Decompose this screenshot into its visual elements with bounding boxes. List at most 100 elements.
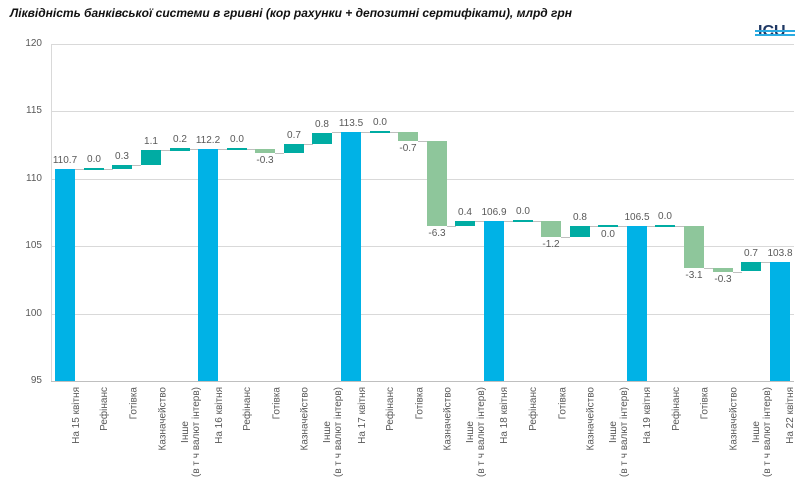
bar-value-label: 113.5 [338, 118, 364, 129]
connector-line [75, 169, 84, 170]
connector-line [390, 132, 399, 133]
x-axis-label: Готівка [699, 387, 710, 420]
y-axis-label: 110 [26, 173, 42, 184]
bar-value-label: 0.7 [744, 248, 758, 259]
bar-value-label: 0.0 [230, 134, 244, 145]
waterfall-total-bar [770, 262, 790, 381]
waterfall-delta-bar [741, 262, 761, 271]
bar-value-label: 0.8 [573, 212, 587, 223]
waterfall-delta-bar [713, 268, 733, 272]
bar-value-label: -0.3 [256, 155, 274, 166]
connector-line [161, 150, 170, 151]
y-axis-line [51, 44, 52, 381]
connector-line [447, 226, 456, 227]
bar-value-label: 110.7 [52, 155, 78, 166]
bar-value-label: 0.0 [601, 229, 615, 240]
bar-value-label: -1.2 [542, 239, 560, 250]
bar-value-label: -0.7 [399, 143, 417, 154]
connector-line [561, 237, 570, 238]
waterfall-delta-bar [141, 150, 161, 165]
x-axis-label: Казначейство [442, 387, 453, 451]
x-axis-label: Готівка [128, 387, 139, 420]
x-axis-label: Готівка [414, 387, 425, 420]
y-axis-label: 100 [25, 308, 42, 319]
waterfall-total-bar [627, 226, 647, 381]
connector-line [704, 268, 713, 269]
waterfall-total-bar [198, 149, 218, 381]
connector-line [761, 262, 770, 263]
bar-value-label: 0.2 [173, 134, 187, 145]
connector-line [590, 226, 599, 227]
bar-value-label: -0.3 [714, 274, 732, 285]
x-axis-label: Казначейство [157, 387, 168, 451]
connector-line [190, 149, 199, 150]
y-axis-label: 95 [30, 375, 42, 386]
chart-title: Ліквідність банківської системи в гривні… [10, 6, 573, 20]
connector-line [247, 149, 256, 150]
bar-value-label: 103.8 [767, 248, 793, 259]
waterfall-delta-bar [170, 148, 190, 151]
x-axis-label: На 18 квітня [499, 387, 510, 444]
x-axis-label: На 17 квітня [357, 387, 368, 444]
x-axis-label: Інше (в т ч валют інтерв) [465, 387, 487, 477]
connector-line [618, 226, 627, 227]
x-axis-label: Рефінанс [671, 387, 682, 431]
x-axis-label: Казначейство [585, 387, 596, 451]
waterfall-delta-bar [312, 133, 332, 144]
waterfall-delta-bar [112, 165, 132, 169]
waterfall-delta-bar [655, 225, 675, 227]
icu-logo-stripe-icon [755, 30, 795, 32]
x-axis-label: Інше (в т ч валют інтерв) [180, 387, 202, 477]
waterfall-delta-bar [398, 132, 418, 141]
icu-logo: ICU [755, 23, 795, 41]
gridline [51, 111, 794, 112]
bar-value-label: 106.9 [481, 207, 507, 218]
x-axis-label: Рефінанс [99, 387, 110, 431]
waterfall-delta-bar [455, 221, 475, 226]
waterfall-delta-bar [598, 225, 618, 227]
connector-line [304, 144, 313, 145]
waterfall-delta-bar [427, 141, 447, 226]
y-axis-label: 115 [26, 105, 42, 116]
connector-line [675, 226, 684, 227]
x-axis-line [51, 381, 794, 382]
connector-line [733, 272, 742, 273]
bar-value-label: 106.5 [624, 212, 650, 223]
x-axis-label: Рефінанс [528, 387, 539, 431]
waterfall-delta-bar [513, 220, 533, 222]
bar-value-label: 112.2 [195, 135, 221, 146]
gridline [51, 179, 794, 180]
bar-value-label: 0.0 [516, 206, 530, 217]
icu-logo-stripe-icon [755, 34, 795, 36]
x-axis-label: На 16 квітня [214, 387, 225, 444]
connector-line [332, 132, 341, 133]
waterfall-delta-bar [255, 149, 275, 153]
waterfall-delta-bar [227, 148, 247, 150]
x-axis-label: Рефінанс [385, 387, 396, 431]
waterfall-total-bar [341, 132, 361, 381]
gridline [51, 246, 794, 247]
waterfall-total-bar [484, 221, 504, 381]
connector-line [504, 221, 513, 222]
connector-line [275, 153, 284, 154]
waterfall-delta-bar [570, 226, 590, 237]
x-axis-label: На 15 квітня [71, 387, 82, 444]
bar-value-label: 0.0 [658, 211, 672, 222]
bar-value-label: 0.0 [373, 117, 387, 128]
connector-line [418, 141, 427, 142]
bar-value-label: -6.3 [428, 228, 446, 239]
connector-line [218, 149, 227, 150]
x-axis-label: Рефінанс [242, 387, 253, 431]
y-axis-label: 105 [25, 240, 42, 251]
bar-value-label: 0.8 [315, 119, 329, 130]
waterfall-delta-bar [284, 144, 304, 153]
waterfall-delta-bar [684, 226, 704, 268]
gridline [51, 44, 794, 45]
waterfall-delta-bar [370, 131, 390, 133]
bar-value-label: 0.7 [287, 130, 301, 141]
connector-line [475, 221, 484, 222]
x-axis-label: Готівка [271, 387, 282, 420]
connector-line [533, 221, 542, 222]
bar-value-label: 1.1 [144, 136, 158, 147]
